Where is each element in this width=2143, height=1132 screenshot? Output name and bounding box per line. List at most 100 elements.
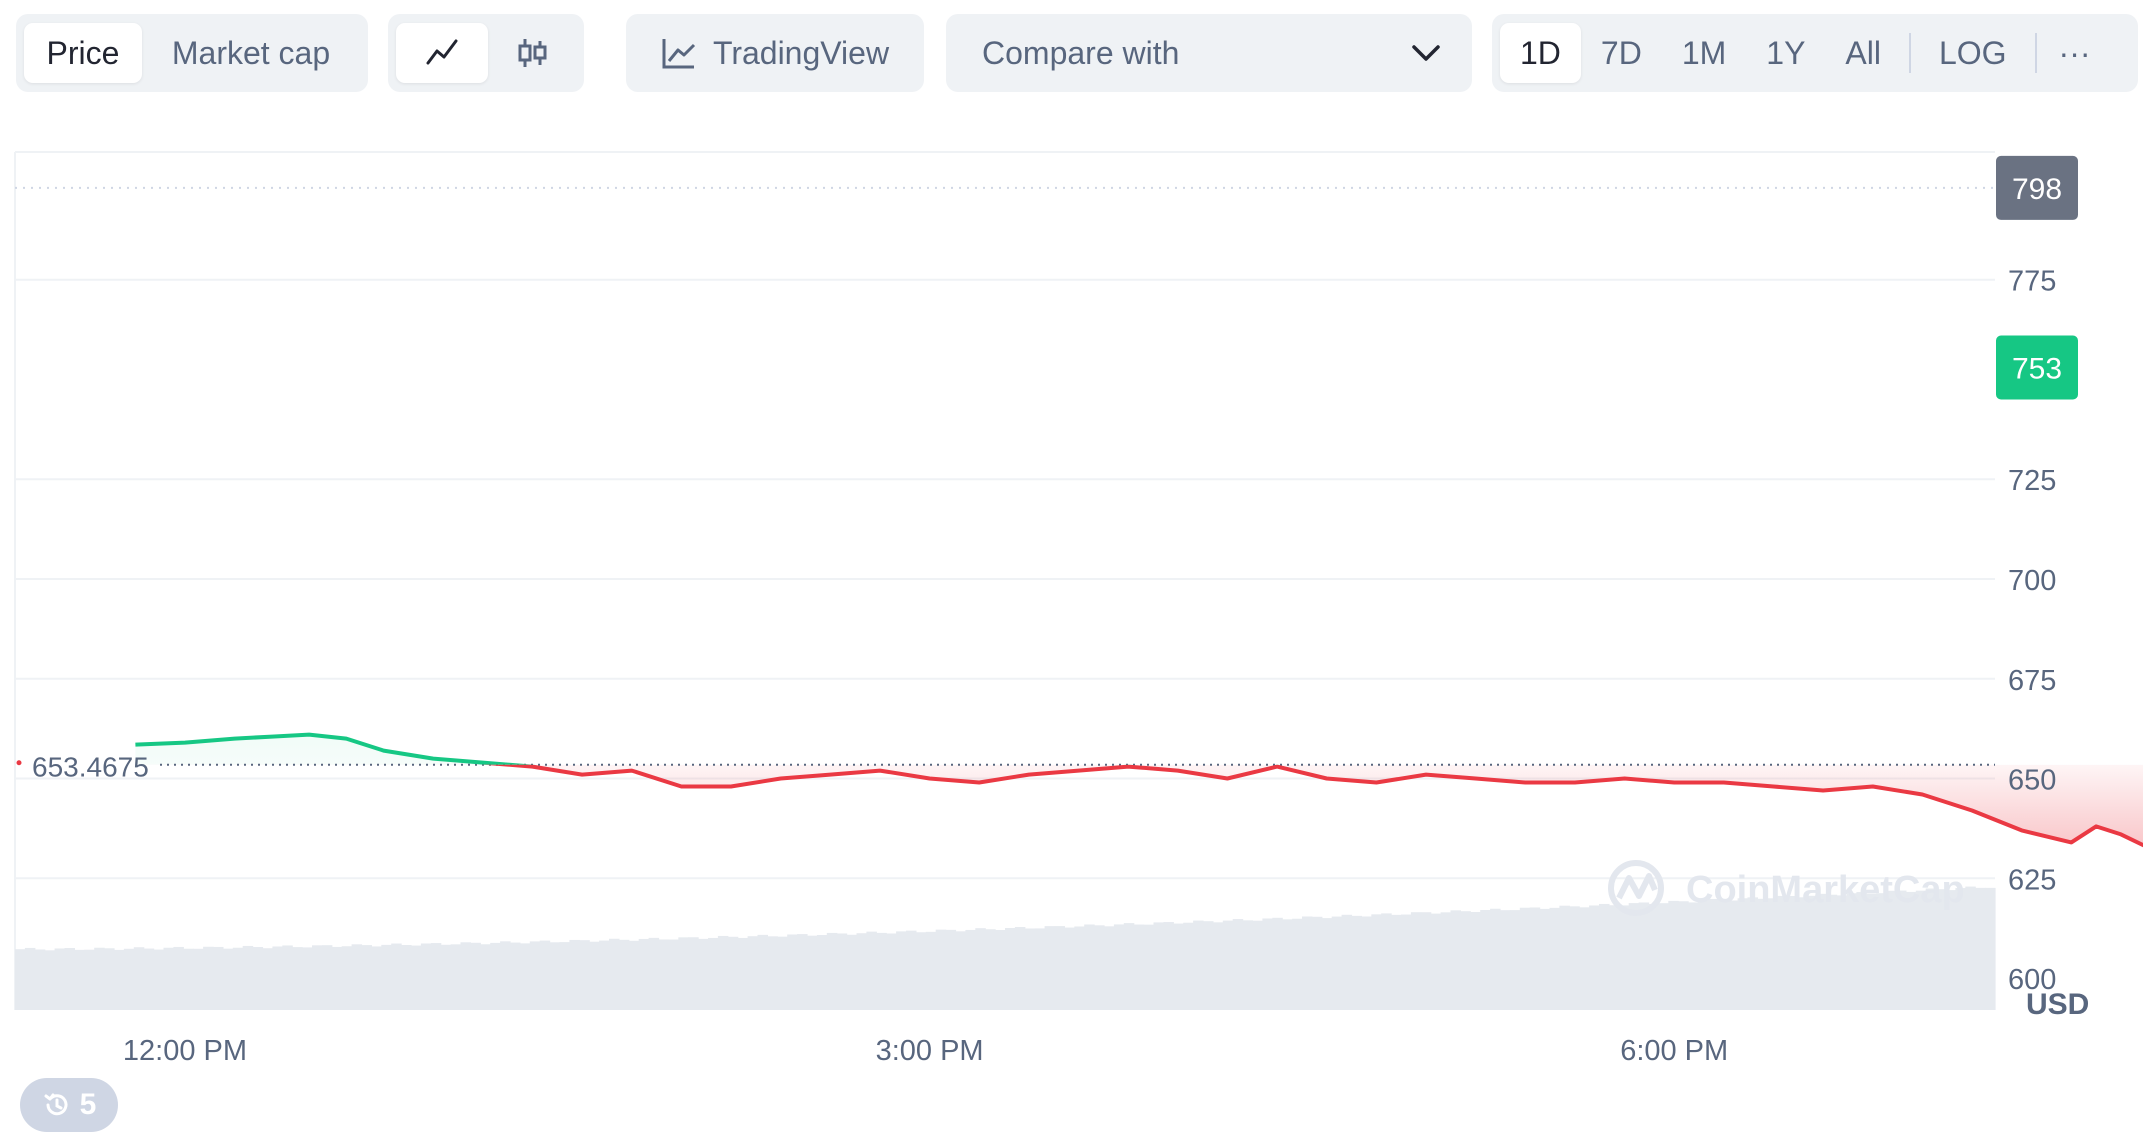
- volume-bar: [252, 947, 264, 1010]
- volume-bar: [589, 941, 600, 1010]
- price-chart[interactable]: CoinMarketCap 653.4675 600 625 650 675 700 72…: [0, 110, 2143, 1132]
- volume-bar: [1707, 898, 1719, 1010]
- watermark-logo-ring: [1608, 860, 1664, 916]
- volume-bar: [213, 946, 224, 1010]
- volume-bar: [1628, 903, 1640, 1010]
- volume-bar: [866, 931, 877, 1010]
- volume-bar: [569, 939, 580, 1010]
- volume-bar: [341, 946, 353, 1010]
- volume-bar: [500, 941, 511, 1010]
- price-line-down: [484, 764, 2143, 848]
- range-all[interactable]: All: [1845, 34, 1881, 71]
- volume-bar: [44, 950, 56, 1010]
- volume-bar: [628, 940, 640, 1010]
- volume-bar: [1034, 928, 1046, 1010]
- volume-bar: [1430, 913, 1442, 1010]
- volume-bar: [1816, 893, 1828, 1010]
- volume-bar: [1500, 910, 1511, 1010]
- volume-bar: [1886, 890, 1897, 1010]
- volume-bar: [1965, 886, 1976, 1010]
- volume-bar: [1945, 890, 1956, 1010]
- volume-bar: [440, 944, 452, 1010]
- volume-bar: [153, 949, 165, 1010]
- volume-bar: [272, 946, 283, 1010]
- volume-bar: [797, 934, 808, 1010]
- volume-bar: [1282, 919, 1293, 1010]
- volume-bar: [1737, 898, 1749, 1010]
- range-1m[interactable]: 1M: [1681, 34, 1727, 71]
- history-button[interactable]: 5: [20, 1078, 118, 1132]
- tradingview-button[interactable]: TradingView: [626, 14, 924, 92]
- volume-bar: [1727, 900, 1739, 1010]
- history-count: 5: [79, 1088, 97, 1121]
- volume-bar: [757, 934, 768, 1010]
- volume-bar: [1163, 922, 1174, 1010]
- volume-bar: [1044, 926, 1056, 1010]
- range-1d[interactable]: 1D: [1500, 23, 1581, 83]
- currency-label: USD: [2026, 988, 2089, 1021]
- x-tick-label: 12:00 PM: [123, 1035, 247, 1067]
- watermark-logo-wave: [1616, 873, 1658, 900]
- y-tick-label: 625: [2008, 864, 2056, 896]
- volume-bar: [1084, 924, 1095, 1010]
- volume-bar: [708, 937, 719, 1010]
- volume-bar: [1826, 894, 1838, 1010]
- baseline: 653.4675: [16, 752, 1995, 783]
- current-badge-bg: [1996, 335, 2078, 400]
- volume-bar: [1420, 912, 1432, 1010]
- volume-bar: [1925, 888, 1937, 1010]
- volume-bar: [1311, 916, 1323, 1010]
- volume-bar: [1866, 893, 1877, 1010]
- chart-axes: 600 625 650 675 700 725 775 798 753 USD 12:00 PM 3:…: [123, 155, 2089, 1067]
- volume-bar: [1133, 924, 1145, 1010]
- volume-bar: [1143, 924, 1155, 1010]
- volume-bar: [1222, 920, 1234, 1010]
- volume-bar: [351, 944, 363, 1010]
- price-tab[interactable]: Price: [24, 23, 142, 83]
- volume-bar: [1836, 895, 1848, 1010]
- volume-bar: [331, 946, 343, 1010]
- volume-bar: [1797, 897, 1808, 1010]
- range-7d[interactable]: 7D: [1600, 34, 1642, 71]
- y-tick-label: 775: [2008, 266, 2056, 298]
- volume-bar: [1678, 901, 1689, 1010]
- volume-bar: [1104, 926, 1115, 1010]
- volume-bar: [74, 949, 85, 1010]
- volume-bar: [1767, 898, 1778, 1010]
- volume-bar: [1232, 919, 1244, 1010]
- log-scale-toggle[interactable]: LOG: [1938, 34, 2007, 71]
- volume-bar: [886, 933, 897, 1010]
- price-area: [135, 734, 2143, 846]
- more-options-button[interactable]: ···: [2058, 34, 2091, 71]
- volume-bar: [618, 939, 630, 1010]
- volume-bar: [34, 949, 46, 1010]
- volume-bar: [1113, 924, 1125, 1010]
- volume-bar: [648, 937, 660, 1010]
- y-tick-label: 600: [2008, 964, 2056, 996]
- volume-bar: [1252, 920, 1263, 1010]
- volume-bar: [163, 947, 174, 1010]
- volume-bar: [1183, 922, 1194, 1010]
- x-tick-label: 6:00 PM: [1620, 1035, 1728, 1067]
- view-toggle: Price Market cap: [16, 14, 368, 92]
- baseline-label: 653.4675: [32, 752, 149, 783]
- volume-bar: [292, 947, 303, 1010]
- price-line: [135, 732, 2143, 848]
- chart-toolbar: Price Market cap TradingView Compare wit…: [0, 0, 2143, 110]
- volume-bar: [510, 942, 521, 1010]
- y-tick-label: 675: [2008, 665, 2056, 697]
- candlestick-chart-button[interactable]: [488, 23, 576, 83]
- range-1y[interactable]: 1Y: [1766, 34, 1806, 71]
- volume-bar: [1470, 912, 1481, 1010]
- market-cap-tab[interactable]: Market cap: [171, 34, 331, 71]
- volume-bar: [1955, 888, 1966, 1010]
- volume-bar: [549, 942, 561, 1010]
- line-chart-button[interactable]: [396, 23, 488, 83]
- volume-bar: [1658, 903, 1669, 1010]
- volume-bar: [1579, 907, 1590, 1010]
- volume-bar: [450, 944, 462, 1010]
- volume-bar: [658, 939, 669, 1010]
- volume-bar: [747, 936, 759, 1010]
- volume-bar: [1777, 895, 1788, 1010]
- compare-with-dropdown[interactable]: Compare with: [946, 14, 1472, 92]
